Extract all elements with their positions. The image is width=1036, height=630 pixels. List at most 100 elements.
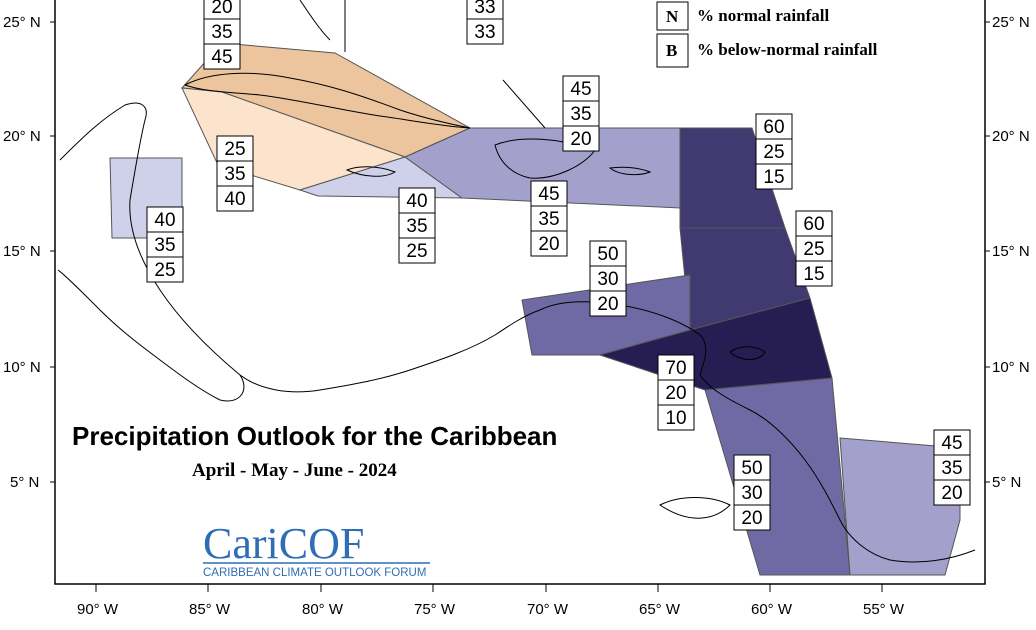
probability-cell <box>146 256 184 283</box>
probability-value: 33 <box>474 0 495 18</box>
probability-cell <box>562 100 600 127</box>
probability-value: 20 <box>741 508 762 529</box>
probability-value: 35 <box>941 458 962 479</box>
probability-value: 40 <box>406 191 427 212</box>
probability-cell <box>657 404 695 431</box>
probability-value: 45 <box>211 47 232 68</box>
probability-box-e: 40 35 25 <box>398 187 436 264</box>
probability-cell <box>657 354 695 381</box>
probability-box-j: 50 30 20 <box>589 240 627 317</box>
probability-box-k: 70 20 10 <box>657 354 695 431</box>
probability-box-g: 45 35 20 <box>530 180 568 257</box>
probability-box-l: 50 30 20 <box>733 454 771 531</box>
probability-cell <box>216 185 254 212</box>
probability-value: 35 <box>211 22 232 43</box>
lat-label-right-20: 20° N <box>992 128 1030 145</box>
logo-wordmark: CariCOF <box>203 519 364 568</box>
probability-value: 20 <box>570 129 591 150</box>
probability-value: 35 <box>224 164 245 185</box>
lon-label-90w: 90° W <box>77 601 119 618</box>
probability-value: 60 <box>803 214 824 235</box>
probability-cell <box>755 113 793 140</box>
legend: N % normal rainfall B % below-normal rai… <box>656 1 878 68</box>
probability-cell <box>466 18 504 45</box>
probability-cell <box>589 240 627 267</box>
lon-label-75w: 75° W <box>414 601 456 618</box>
probability-value: 20 <box>597 294 618 315</box>
probability-cell <box>398 237 436 264</box>
lat-label-right-5: 5° N <box>992 474 1021 491</box>
probability-cell <box>530 180 568 207</box>
lat-label-right-25: 25° N <box>992 14 1030 31</box>
probability-value: 35 <box>154 235 175 256</box>
probability-value: 25 <box>406 241 427 262</box>
lat-label-left-10: 10° N <box>3 359 41 376</box>
probability-value: 15 <box>763 167 784 188</box>
probability-box-m: 45 35 20 <box>933 429 971 506</box>
caricof-logo: CariCOF CARIBBEAN CLIMATE OUTLOOK FORUM <box>203 519 430 579</box>
probability-value: 40 <box>154 210 175 231</box>
lon-label-70w: 70° W <box>527 601 569 618</box>
probability-cell <box>795 210 833 237</box>
probability-value: 45 <box>941 433 962 454</box>
probability-cell <box>203 43 241 70</box>
probability-cell <box>203 18 241 45</box>
lat-label-left-20: 20° N <box>3 128 41 145</box>
legend-key-box-n <box>656 1 689 31</box>
legend-label-b: % below-normal rainfall <box>697 40 878 59</box>
probability-cell <box>530 205 568 232</box>
probability-box-d: 40 35 25 <box>146 206 184 283</box>
probability-value: 60 <box>763 117 784 138</box>
lat-label-left-15: 15° N <box>3 243 41 260</box>
lat-label-right-15: 15° N <box>992 243 1030 260</box>
probability-value: 70 <box>665 358 686 379</box>
probability-value: 40 <box>224 189 245 210</box>
probability-value: 15 <box>803 264 824 285</box>
legend-key-box-b <box>656 33 689 68</box>
map-title: Precipitation Outlook for the Caribbean <box>72 421 557 451</box>
probability-value: 25 <box>154 260 175 281</box>
longitude-axis: 90° W 85° W 80° W 75° W 70° W 65° W 60° … <box>77 584 905 618</box>
lat-label-left-5: 5° N <box>10 474 39 491</box>
probability-value: 30 <box>741 483 762 504</box>
probability-box-i: 60 25 15 <box>795 210 833 287</box>
probability-cell <box>795 235 833 262</box>
probability-value: 50 <box>597 244 618 265</box>
probability-value: 10 <box>665 408 686 429</box>
probability-cell <box>755 163 793 190</box>
map-subtitle: April - May - June - 2024 <box>192 460 397 481</box>
coastlines <box>57 0 976 563</box>
legend-label-n: % normal rainfall <box>697 6 829 25</box>
probability-value: 45 <box>538 184 559 205</box>
probability-cell <box>933 454 971 481</box>
lat-label-left-25: 25° N <box>3 14 41 31</box>
probability-value: 50 <box>741 458 762 479</box>
legend-key-b: B <box>666 41 677 60</box>
probability-value: 33 <box>474 22 495 43</box>
probability-value: 20 <box>538 234 559 255</box>
probability-value: 45 <box>570 79 591 100</box>
probability-cell <box>589 290 627 317</box>
probability-cell <box>795 260 833 287</box>
probability-cell <box>733 479 771 506</box>
lon-label-80w: 80° W <box>302 601 344 618</box>
legend-key-n: N <box>666 7 679 26</box>
probability-value: 35 <box>538 209 559 230</box>
probability-value: 35 <box>406 216 427 237</box>
lon-label-60w: 60° W <box>751 601 793 618</box>
probability-cell <box>733 504 771 531</box>
probability-box-h: 60 25 15 <box>755 113 793 190</box>
probability-boxes: 2035453333253540403525403525453520453520… <box>146 0 971 531</box>
lon-label-85w: 85° W <box>189 601 231 618</box>
probability-value: 25 <box>763 142 784 163</box>
probability-value: 25 <box>803 239 824 260</box>
probability-value: 20 <box>941 483 962 504</box>
probability-value: 20 <box>211 0 232 18</box>
lat-label-right-10: 10° N <box>992 359 1030 376</box>
latitude-axis: 25° N 20° N 15° N 10° N 5° N 25° N 20° N… <box>3 14 1030 491</box>
probability-cell <box>933 429 971 456</box>
probability-cell <box>146 231 184 258</box>
logo-tagline: CARIBBEAN CLIMATE OUTLOOK FORUM <box>203 567 426 579</box>
